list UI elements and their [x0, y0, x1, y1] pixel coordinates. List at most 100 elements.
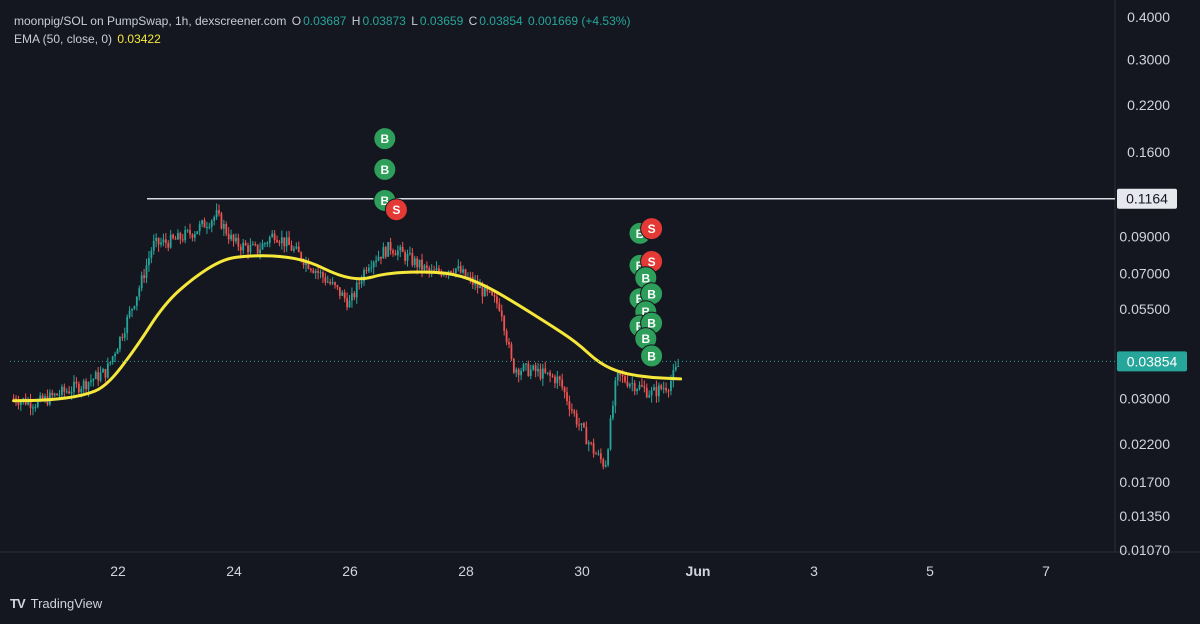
candle-body [491, 291, 493, 296]
candle-body [92, 379, 95, 381]
y-tick-label: 0.1600 [1127, 144, 1170, 160]
candle-body [179, 232, 182, 240]
candle-body [85, 380, 87, 390]
candle-body [631, 383, 634, 385]
candle-body [382, 247, 385, 259]
candle-body [319, 272, 322, 274]
candle-body [597, 453, 600, 455]
candle-body [488, 291, 491, 293]
candle-body [271, 233, 274, 238]
candle-body [346, 298, 348, 308]
candle-body [220, 213, 223, 229]
candle-body [58, 394, 61, 396]
marker-label: B [641, 271, 650, 285]
candle-body [583, 423, 585, 428]
candle-body [102, 368, 104, 373]
candle-body [119, 336, 121, 350]
candle-body [17, 402, 20, 405]
candle-body [104, 368, 107, 378]
high-label: H [351, 14, 361, 28]
y-tick-label: 0.07000 [1119, 266, 1170, 282]
marker-circle [384, 198, 408, 222]
marker-circle [373, 157, 397, 181]
y-tick-label: 0.03000 [1119, 390, 1170, 406]
candle-body [97, 372, 100, 381]
candle-body [498, 303, 501, 311]
candle-body [541, 368, 544, 379]
candle-body [131, 308, 133, 311]
candle-body [237, 237, 240, 247]
candle-body [406, 253, 409, 261]
candle-body [51, 392, 54, 396]
candle-body [355, 282, 358, 298]
chart-legend: moonpig/SOL on PumpSwap, 1h, dexscreener… [14, 12, 632, 48]
y-tick-label: 0.02200 [1119, 436, 1170, 452]
candle-body [251, 244, 254, 246]
x-tick-label: 30 [574, 563, 590, 579]
candle-body [655, 387, 658, 397]
marker-label: B [636, 227, 645, 241]
candle-body [396, 250, 399, 256]
candle-body [372, 262, 375, 268]
candle-body [295, 246, 298, 249]
candle-body [280, 237, 283, 244]
candle-body [56, 393, 58, 396]
candle-body [566, 392, 568, 402]
marker-label: B [647, 349, 656, 363]
candle-body [254, 244, 257, 246]
marker-label: B [636, 320, 645, 334]
y-tick-label: 0.3000 [1127, 51, 1170, 67]
candle-body [201, 220, 203, 225]
candle-body [624, 376, 626, 382]
candle-body [590, 442, 593, 444]
marker-label: S [392, 203, 400, 217]
candle-body [225, 223, 228, 234]
candle-body [326, 281, 329, 283]
candle-body [196, 231, 199, 235]
x-tick-label: 24 [226, 563, 242, 579]
candle-body [322, 272, 324, 278]
candle-body [259, 249, 261, 254]
candle-body [44, 396, 46, 401]
candle-body [29, 400, 32, 408]
x-tick-label: Jun [686, 563, 711, 579]
resistance-price-tag [1117, 188, 1177, 209]
candle-body [575, 413, 578, 425]
candle-body [587, 442, 590, 445]
candle-body [302, 260, 305, 265]
candle-body [65, 391, 68, 393]
candle-body [428, 267, 431, 272]
candle-body [41, 395, 44, 401]
candle-body [208, 226, 211, 228]
candle-body [157, 237, 160, 245]
candle-body [247, 245, 249, 253]
candle-body [152, 240, 155, 251]
candle-body [549, 372, 551, 376]
candle-body [160, 242, 162, 245]
candle-body [121, 336, 124, 338]
candle-body [493, 295, 496, 297]
candle-body [645, 387, 648, 398]
candle-body [399, 246, 402, 251]
candle-body [539, 368, 542, 379]
last-price-label: 0.03854 [1127, 353, 1178, 369]
marker-label: B [647, 317, 656, 331]
candle-body [614, 380, 617, 406]
candle-body [483, 286, 486, 297]
candle-body [334, 282, 336, 286]
candle-body [239, 246, 242, 251]
candle-body [367, 267, 370, 272]
tradingview-brand[interactable]: TV TradingView [10, 596, 102, 611]
candle-body [39, 395, 42, 401]
marker-label: B [380, 132, 389, 146]
candle-body [633, 383, 636, 392]
candle-body [338, 287, 341, 296]
low-label: L [411, 14, 418, 28]
candle-body [648, 395, 651, 398]
y-tick-label: 0.01350 [1119, 508, 1170, 524]
candle-body [249, 244, 252, 253]
candle-body [68, 391, 71, 394]
candle-body [181, 239, 184, 241]
